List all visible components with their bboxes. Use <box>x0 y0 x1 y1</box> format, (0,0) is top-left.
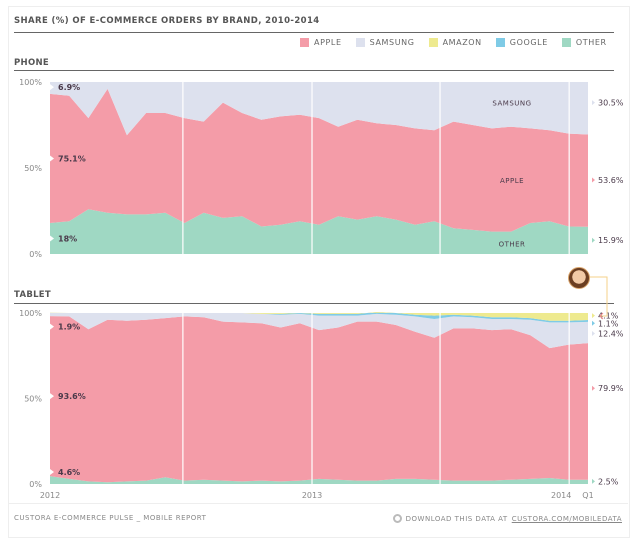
tablet-area-apple <box>50 316 588 483</box>
legend-label: AMAZON <box>442 38 482 47</box>
phone-end-label: 53.6% <box>598 176 624 185</box>
tablet-end-label: 12.4% <box>598 330 624 339</box>
legend: APPLE SAMSUNG AMAZON GOOGLE OTHER <box>300 38 607 47</box>
legend-swatch <box>428 38 438 47</box>
footer-source: CUSTORA E-COMMERCE PULSE _ MOBILE REPORT <box>14 514 207 522</box>
phone-end-label: 30.5% <box>598 99 624 108</box>
phone-start-marker <box>50 155 54 162</box>
phone-end-marker <box>592 237 595 243</box>
legend-item-amazon: AMAZON <box>428 38 482 47</box>
download-prefix: DOWNLOAD THIS DATA AT <box>405 514 508 523</box>
avatar-connector <box>589 276 608 317</box>
title-divider <box>14 32 614 33</box>
tablet-start-marker <box>50 393 54 400</box>
tablet-end-label: 4.1% <box>598 312 619 321</box>
phone-y-tick: 100% <box>19 78 42 87</box>
download-icon <box>392 514 402 523</box>
legend-swatch <box>355 38 365 47</box>
tablet-area-google <box>50 312 588 323</box>
tablet-start-marker <box>50 323 54 330</box>
legend-item-google: GOOGLE <box>495 38 548 47</box>
phone-area-apple <box>50 88 588 232</box>
phone-start-marker <box>50 235 54 242</box>
tablet-area-other <box>50 476 588 484</box>
connector-arrow-icon <box>599 312 604 320</box>
tablet-start-label: 1.9% <box>58 323 80 332</box>
tablet-x-tick: 2014 <box>551 491 571 500</box>
download-link[interactable]: CUSTORA.COM/MOBILEDATA <box>511 514 622 523</box>
tablet-x-tick: Q1 <box>582 491 593 500</box>
phone-end-label: 15.9% <box>598 236 624 245</box>
phone-start-label: 18% <box>58 235 77 244</box>
phone-inline-label-other: OTHER <box>499 241 526 249</box>
avatar <box>568 267 590 289</box>
footer-download: DOWNLOAD THIS DATA AT CUSTORA.COM/MOBILE… <box>392 514 622 523</box>
phone-y-tick: 50% <box>24 164 42 173</box>
tablet-section-title: TABLET <box>14 290 52 300</box>
tablet-end-marker <box>592 313 595 319</box>
legend-item-samsung: SAMSUNG <box>355 38 415 47</box>
tablet-y-tick: 100% <box>19 309 42 318</box>
phone-section-title: PHONE <box>14 58 49 68</box>
legend-swatch <box>300 38 309 47</box>
phone-end-marker <box>592 100 595 106</box>
phone-start-label: 75.1% <box>58 154 86 163</box>
legend-label: SAMSUNG <box>369 38 415 47</box>
tablet-area-samsung <box>50 312 588 349</box>
phone-start-marker <box>50 84 54 91</box>
tablet-end-label: 2.5% <box>598 477 619 486</box>
phone-y-tick: 0% <box>29 250 42 259</box>
tablet-start-marker <box>50 469 54 476</box>
tablet-end-marker <box>592 320 595 326</box>
legend-label: OTHER <box>575 38 607 47</box>
phone-area-samsung <box>50 82 588 136</box>
phone-start-label: 6.9% <box>58 83 80 92</box>
phone-area-other <box>50 209 588 254</box>
tablet-x-tick: 2012 <box>40 491 60 500</box>
legend-swatch <box>561 38 571 47</box>
tablet-x-tick: 2013 <box>302 491 322 500</box>
chart-title: SHARE (%) OF E-COMMERCE ORDERS BY BRAND,… <box>14 16 320 26</box>
tablet-start-label: 4.6% <box>58 468 80 477</box>
legend-item-apple: APPLE <box>300 38 342 47</box>
legend-item-other: OTHER <box>561 38 607 47</box>
tablet-end-marker <box>592 478 595 484</box>
phone-inline-label-samsung: SAMSUNG <box>492 100 531 108</box>
legend-swatch <box>495 38 505 47</box>
phone-end-marker <box>592 177 595 183</box>
legend-label: GOOGLE <box>509 38 548 47</box>
tablet-end-label: 1.1% <box>598 319 619 328</box>
tablet-y-tick: 50% <box>24 395 42 404</box>
phone-inline-label-apple: APPLE <box>500 177 524 185</box>
phone-divider <box>14 70 614 71</box>
tablet-start-label: 93.6% <box>58 392 86 401</box>
footer-divider <box>8 503 628 504</box>
tablet-end-label: 79.9% <box>598 384 624 393</box>
legend-label: APPLE <box>314 38 342 47</box>
tablet-y-tick: 0% <box>29 480 42 489</box>
tablet-divider <box>14 303 614 304</box>
tablet-area-amazon <box>50 312 588 321</box>
tablet-end-marker <box>592 385 595 391</box>
tablet-end-marker <box>592 331 595 337</box>
